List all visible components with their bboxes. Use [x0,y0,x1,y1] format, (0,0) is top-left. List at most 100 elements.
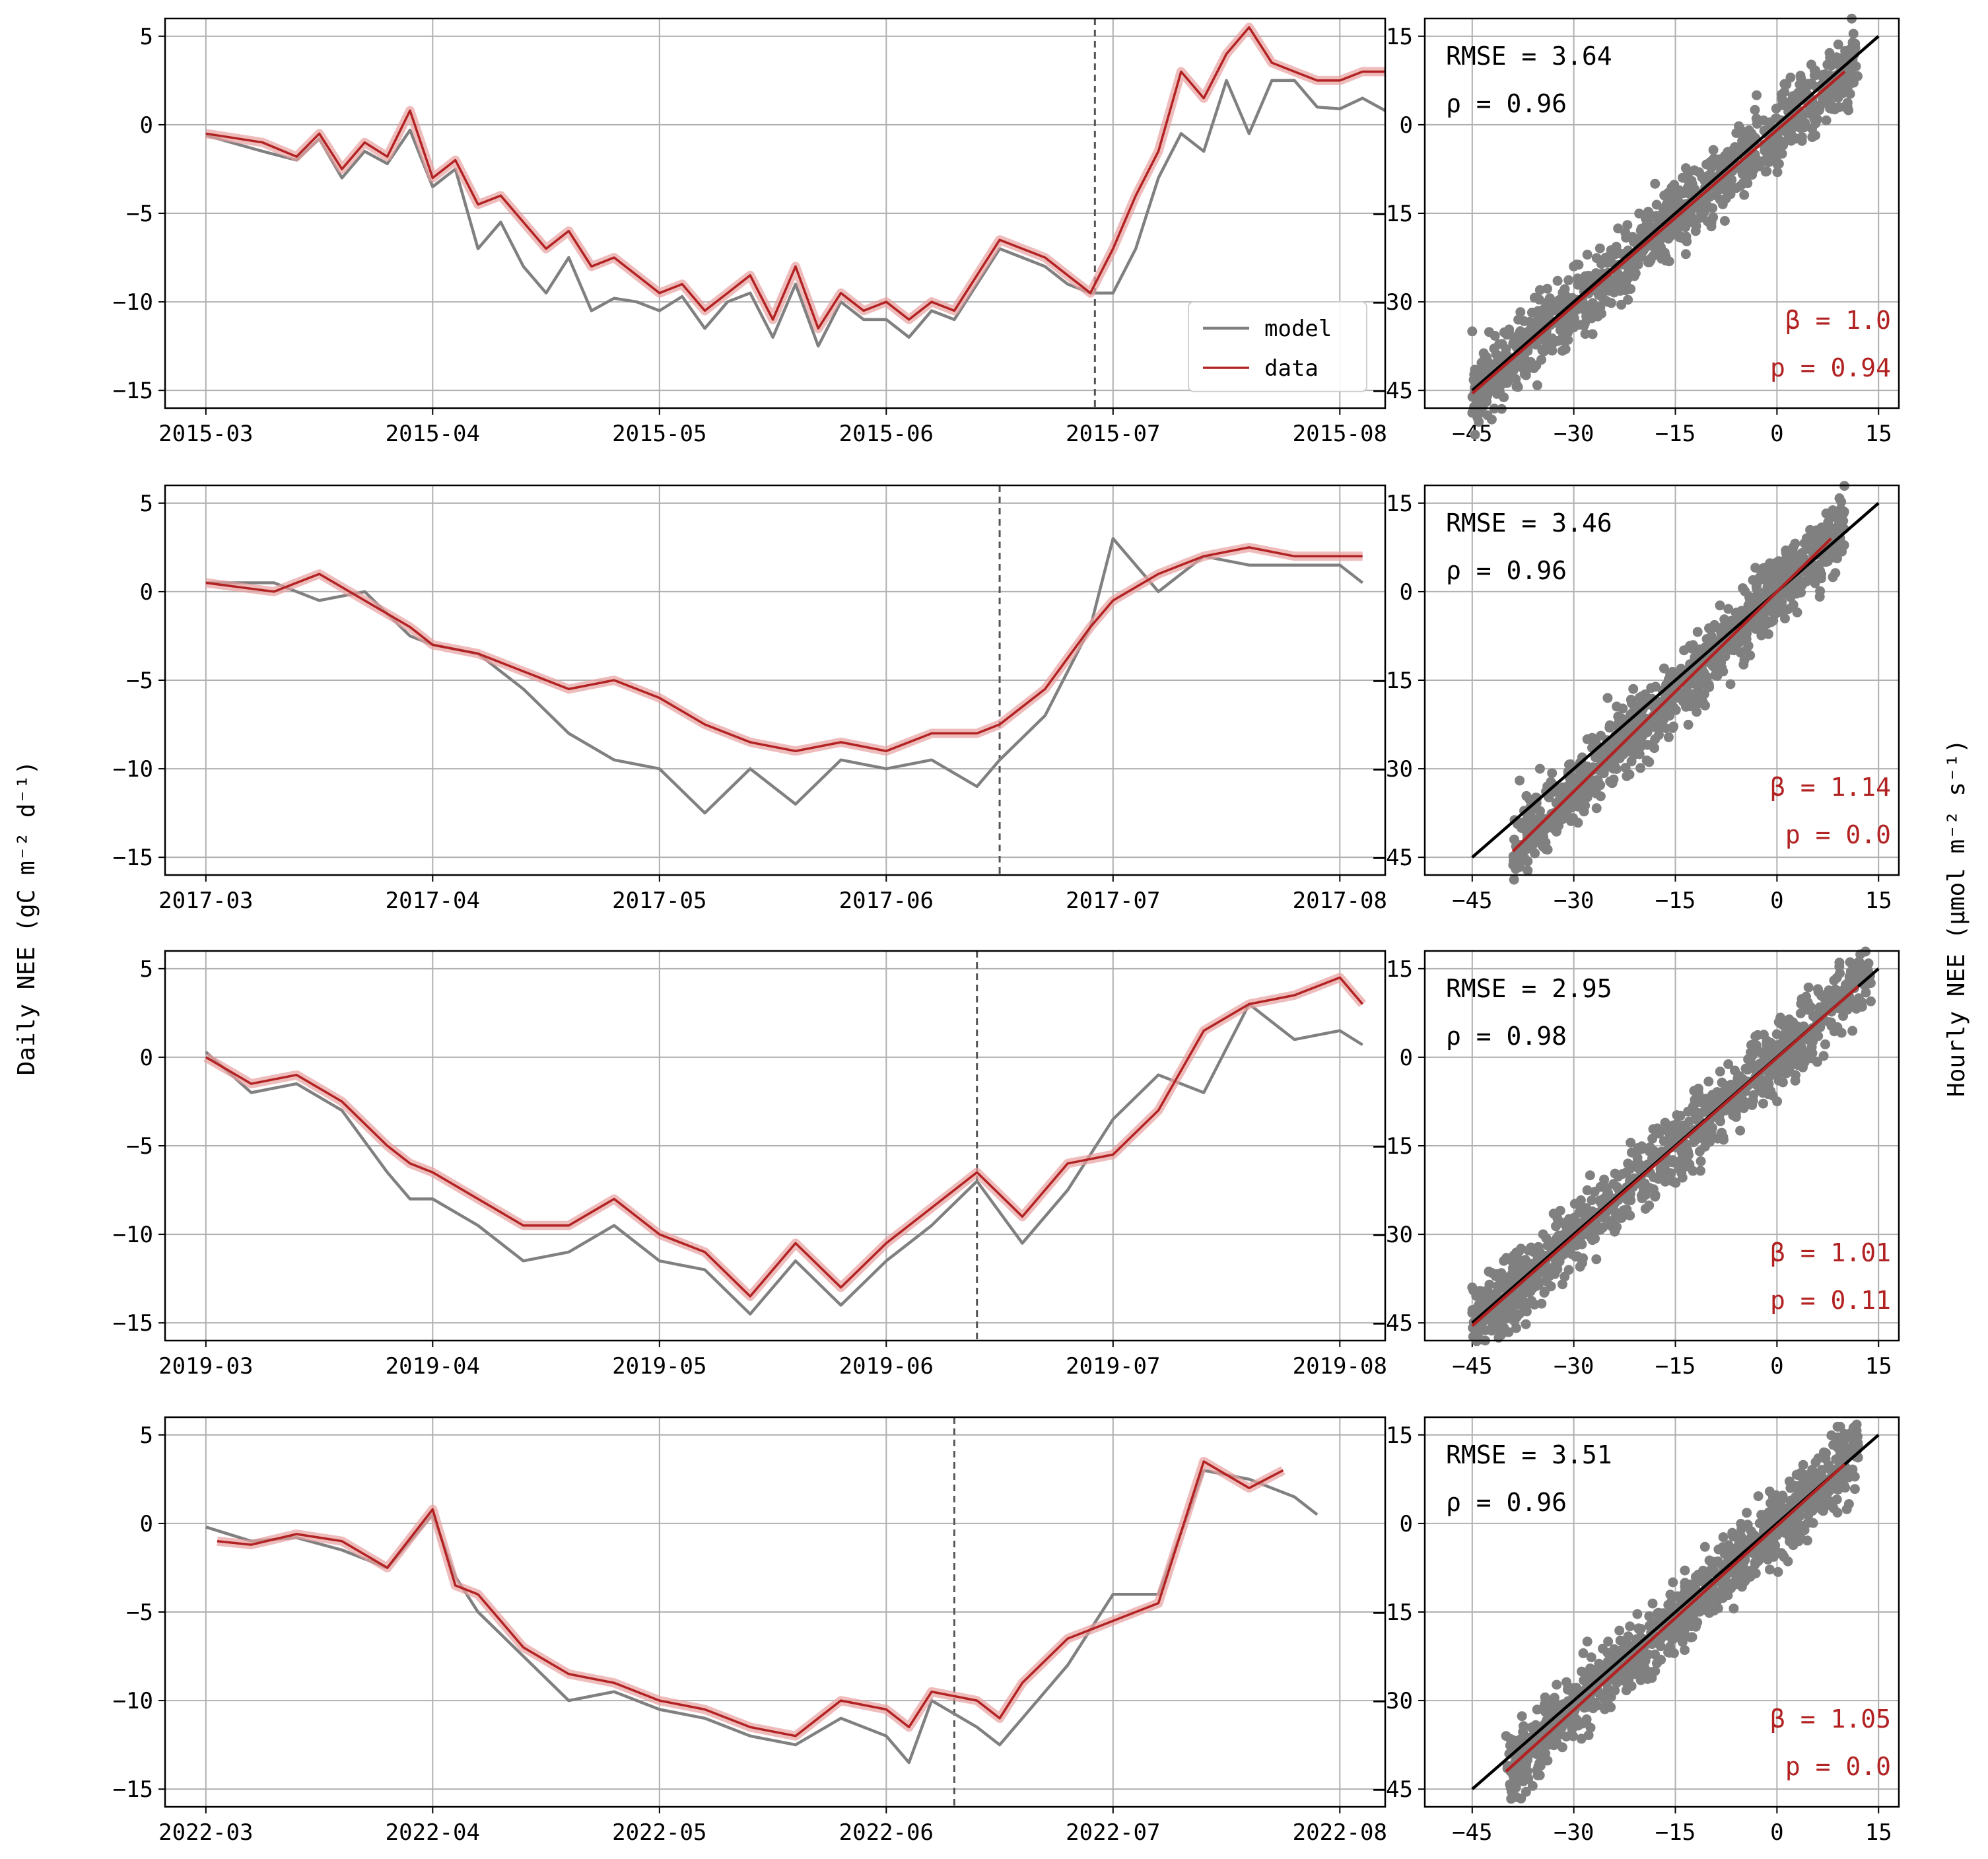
scatter-point [1587,1195,1597,1205]
scatter-point [1569,1217,1579,1228]
scatter-point [1820,1039,1830,1049]
scatter-point [1836,1028,1847,1038]
x-tick-label: 15 [1865,421,1892,447]
scatter-point [1818,1051,1829,1061]
scatter-panel-2022: −45 −30 −15 0 15 15 0 −15 −30 −45 RMSE = 3.51 ρ = 0… [1373,1416,1900,1846]
scatter-point [1625,1621,1635,1632]
y-tick-label: 0 [140,1045,153,1071]
scatter-point [1702,672,1713,682]
scatter-point [1742,1508,1752,1518]
y-tick-label: −15 [113,845,153,871]
scatter-point [1684,1581,1694,1592]
scatter-point [1789,94,1800,104]
scatter-point [1784,562,1795,573]
x-tick-label: 2019-04 [386,1353,480,1380]
scatter-point [1777,89,1787,100]
scatter-point [1534,285,1545,295]
rmse-label: RMSE = 2.95 [1446,974,1612,1003]
scatter-point [1799,1481,1810,1491]
scatter-point [1681,688,1692,699]
scatter-point [1591,1254,1602,1265]
y-tick-label: −30 [1373,289,1413,316]
scatter-point [1478,1298,1488,1309]
y-tick-label: −10 [113,1222,153,1248]
x-tick-label: 2019-03 [158,1353,253,1380]
y-tick-label: 5 [140,24,153,50]
y-tick-label: −45 [1373,378,1413,404]
scatter-point [1707,623,1718,633]
x-tick-label: 2017-04 [386,888,480,914]
scatter-point [1626,284,1636,295]
scatter-point [1711,190,1721,201]
y-tick-label: −15 [113,1776,153,1803]
scatter-point [1839,1004,1850,1015]
scatter-point [1628,684,1639,694]
scatter-point [1692,627,1703,637]
series-line-data [205,546,1363,753]
scatter-point [1499,376,1509,386]
legend-label-model: model [1264,316,1332,342]
scatter-point [1611,242,1622,252]
scatter-point [1762,166,1772,176]
scatter-point [1791,577,1801,587]
y-tick-label: 0 [140,1511,153,1537]
scatter-point [1569,313,1579,324]
scatter-point [1745,1566,1756,1576]
x-tick-label: −45 [1452,888,1492,914]
scatter-point [1773,1075,1784,1086]
scatter-point [1811,525,1822,536]
y-tick-label: −5 [126,1599,153,1626]
x-tick-label: 0 [1770,1353,1783,1380]
scatter-point [1857,1002,1867,1012]
scatter-point [1845,966,1856,977]
scatter-point [1519,853,1530,863]
rmse-label: RMSE = 3.51 [1446,1440,1612,1469]
scatter-point [1780,614,1790,623]
scatter-point [1832,52,1842,63]
scatter-point [1866,996,1876,1006]
scatter-point [1680,1645,1690,1656]
scatter-point [1550,337,1560,347]
scatter-point [1622,220,1633,230]
scatter-point [1814,592,1825,602]
scatter-point [1756,1510,1767,1520]
scatter-point [1839,84,1850,94]
scatter-point [1499,1323,1509,1333]
x-tick-label: 2015-07 [1066,421,1160,447]
scatter-point [1623,1158,1633,1169]
rho-label: ρ = 0.96 [1446,1488,1567,1517]
scatter-point [1585,1663,1595,1673]
scatter-point [1697,1605,1708,1615]
scatter-point [1800,79,1811,90]
scatter-point [1790,538,1800,549]
scatter-point [1551,1255,1561,1266]
scatter-point [1833,39,1843,50]
y-tick-label: −45 [1373,1310,1413,1337]
scatter-point [1518,1776,1528,1786]
scatter-point [1603,1636,1614,1647]
series-line-data [205,26,1385,330]
y-tick-label: −15 [113,378,153,404]
scatter-point [1849,959,1860,969]
scatter-point [1602,297,1613,307]
scatter-point [1550,824,1560,835]
scatter-point [1557,1217,1567,1228]
fit-line [1505,1463,1846,1773]
scatter-point [1703,1076,1714,1087]
scatter-point [1541,816,1552,826]
scatter-point [1542,1240,1553,1251]
scatter-point [1717,1127,1727,1138]
scatter-point [1812,984,1823,995]
scatter-point [1630,1658,1641,1669]
scatter-point [1684,1116,1694,1127]
scatter-point [1832,1494,1842,1505]
scatter-point [1686,1621,1697,1632]
scatter-point [1511,862,1521,873]
fit-line [1471,985,1859,1327]
scatter-point [1632,1609,1643,1619]
scatter-point [1830,104,1840,115]
scatter-point [1578,1648,1589,1658]
scatter-point [1498,1308,1509,1318]
scatter-point [1645,255,1656,265]
